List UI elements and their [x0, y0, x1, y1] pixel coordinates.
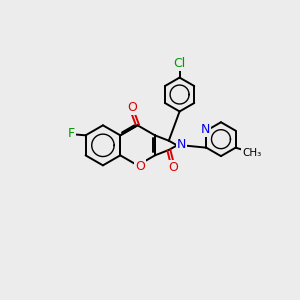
Text: O: O: [169, 161, 178, 174]
Text: N: N: [201, 123, 210, 136]
Text: Cl: Cl: [173, 57, 186, 70]
Text: CH₃: CH₃: [242, 148, 261, 158]
Text: N: N: [177, 138, 186, 151]
Text: F: F: [68, 127, 75, 140]
Text: O: O: [135, 160, 145, 172]
Text: O: O: [127, 101, 137, 114]
